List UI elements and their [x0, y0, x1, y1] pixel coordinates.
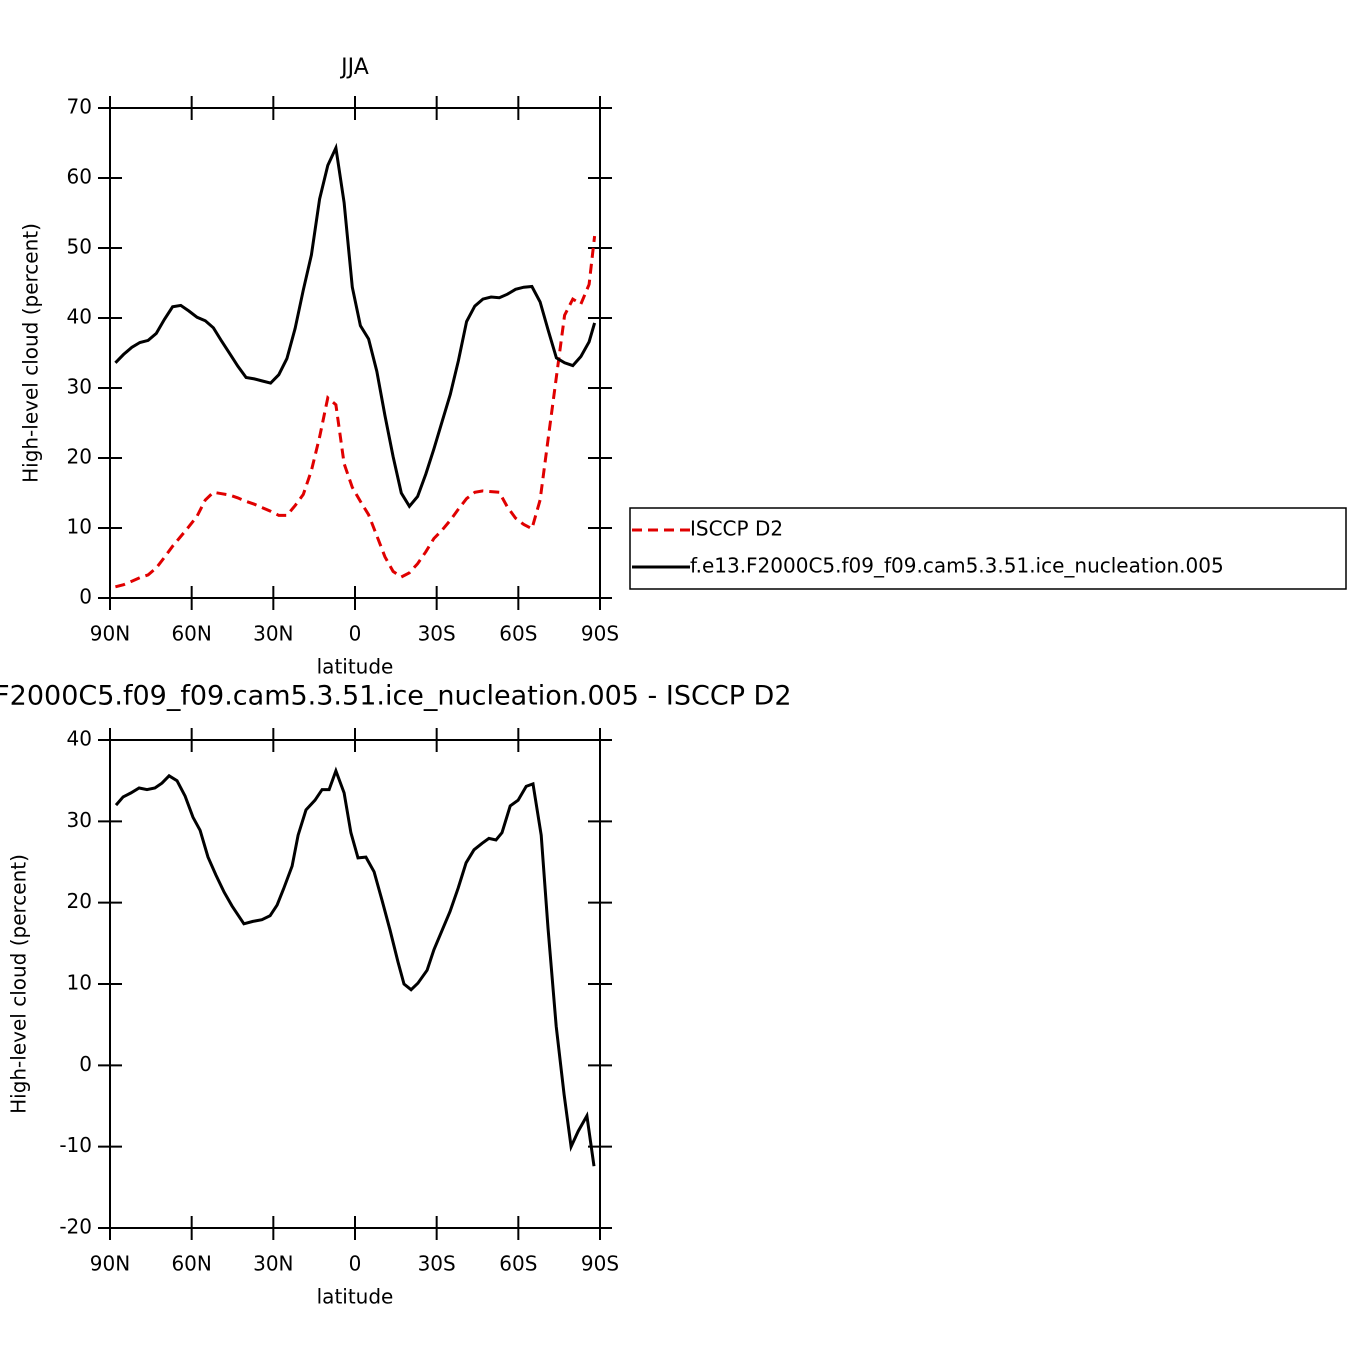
y-axis-label: High-level cloud (percent) — [19, 223, 43, 483]
y-tick-label: 60 — [67, 165, 92, 189]
plot-frame — [109, 739, 601, 1229]
y-tick-label: -20 — [59, 1215, 92, 1239]
chart-title: f.e13.F2000C5.f09_f09.cam5.3.51.ice_nucl… — [0, 681, 792, 712]
x-tick-label: 60S — [499, 1252, 537, 1276]
x-tick-label: 90S — [581, 622, 619, 646]
x-tick-label: 30S — [418, 1252, 456, 1276]
x-tick-label: 60N — [171, 1252, 211, 1276]
x-axis-label: latitude — [317, 1285, 394, 1309]
y-tick-label: 20 — [67, 889, 92, 913]
x-axis-label: latitude — [317, 655, 394, 679]
x-tick-label: 90N — [90, 622, 130, 646]
legend-box — [629, 507, 1347, 590]
x-tick-label: 0 — [349, 1252, 362, 1276]
y-tick-label: 0 — [79, 1052, 92, 1076]
y-tick-label: 30 — [67, 808, 92, 832]
y-tick-label: 30 — [67, 375, 92, 399]
data-line — [115, 235, 597, 589]
y-tick-label: -10 — [59, 1133, 92, 1157]
x-tick-label: 30N — [253, 1252, 293, 1276]
data-line — [114, 142, 597, 509]
y-tick-label: 20 — [67, 445, 92, 469]
y-tick-label: 40 — [67, 305, 92, 329]
y-tick-label: 0 — [79, 585, 92, 609]
legend-label: f.e13.F2000C5.f09_f09.cam5.3.51.ice_nucl… — [690, 554, 1224, 578]
x-tick-label: 90S — [581, 1252, 619, 1276]
y-tick-label: 10 — [67, 515, 92, 539]
y-tick-label: 50 — [67, 235, 92, 259]
x-tick-label: 60N — [171, 622, 211, 646]
x-tick-label: 0 — [349, 622, 362, 646]
y-tick-label: 70 — [67, 95, 92, 119]
data-line — [114, 766, 596, 1167]
x-tick-label: 90N — [90, 1252, 130, 1276]
y-axis-label: High-level cloud (percent) — [7, 854, 31, 1114]
y-tick-label: 10 — [67, 971, 92, 995]
chart-title: JJA — [339, 55, 369, 80]
x-tick-label: 30N — [253, 622, 293, 646]
x-tick-label: 30S — [418, 622, 456, 646]
legend-label: ISCCP D2 — [690, 517, 783, 541]
y-tick-label: 40 — [67, 727, 92, 751]
x-tick-label: 60S — [499, 622, 537, 646]
